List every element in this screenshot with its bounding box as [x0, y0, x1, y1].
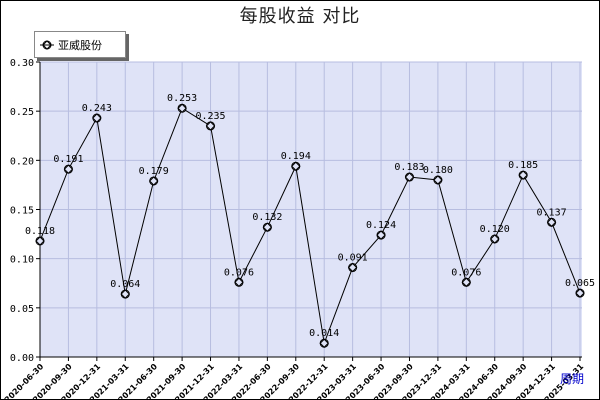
data-point-marker: [404, 172, 415, 182]
data-point-diamond: [575, 288, 585, 298]
y-tick-label: 0.10: [10, 255, 34, 266]
data-label: 0.124: [366, 220, 396, 231]
data-point-circle: [63, 164, 73, 174]
data-point-marker: [177, 103, 187, 113]
data-label: 0.064: [110, 279, 140, 290]
data-point-marker: [120, 289, 130, 299]
data-point-circle: [575, 288, 585, 298]
data-point-diamond: [120, 289, 130, 299]
y-tick-label: 0.00: [10, 353, 34, 364]
data-point-marker: [461, 277, 472, 287]
data-point-circle: [461, 277, 471, 287]
data-label: 0.118: [25, 226, 55, 237]
data-point-diamond: [433, 175, 443, 185]
data-label: 0.185: [508, 160, 538, 171]
data-point-diamond: [546, 217, 557, 227]
data-label: 0.180: [423, 165, 453, 176]
data-label: 0.191: [53, 154, 83, 165]
data-point-circle: [291, 161, 301, 171]
y-tick-label: 0.20: [10, 156, 34, 167]
data-point-marker: [575, 288, 585, 298]
data-label: 0.091: [338, 253, 368, 264]
data-label: 0.253: [167, 93, 197, 104]
data-point-diamond: [518, 170, 528, 180]
data-point-marker: [262, 222, 273, 232]
data-point-circle: [262, 222, 272, 232]
data-point-diamond: [205, 121, 216, 131]
data-point-marker: [291, 161, 301, 171]
data-label: 0.243: [82, 103, 112, 114]
data-point-marker: [148, 176, 159, 186]
grid-lines: [39, 61, 582, 358]
data-point-circle: [433, 175, 443, 185]
period-link[interactable]: 周期: [559, 372, 584, 386]
data-points: [35, 103, 585, 348]
data-point-circle: [177, 103, 187, 113]
data-point-circle: [234, 277, 244, 287]
y-tick-label: 0.05: [10, 304, 34, 315]
data-point-marker: [319, 338, 329, 348]
data-point-circle: [319, 338, 329, 348]
data-point-marker: [376, 230, 386, 240]
data-point-diamond: [262, 222, 273, 232]
data-label: 0.183: [394, 162, 424, 173]
data-point-circle: [149, 176, 159, 186]
data-label: 0.194: [281, 151, 311, 162]
data-point-marker: [518, 170, 528, 180]
data-label: 0.065: [565, 278, 595, 289]
data-label: 0.132: [252, 212, 282, 223]
data-point-circle: [348, 263, 358, 273]
data-point-diamond: [35, 236, 45, 246]
data-point-diamond: [291, 161, 301, 171]
data-point-diamond: [63, 164, 74, 174]
data-label: 0.120: [480, 224, 510, 235]
data-label: 0.014: [309, 328, 339, 339]
data-point-circle: [404, 172, 414, 182]
legend-series-name: 亚威股份: [58, 38, 102, 52]
data-label: 0.137: [537, 207, 567, 218]
data-point-diamond: [148, 176, 159, 186]
data-point-circle: [92, 113, 102, 123]
y-tick-label: 0.25: [10, 107, 34, 118]
data-label: 0.179: [139, 166, 169, 177]
data-point-marker: [63, 164, 74, 174]
x-axis-ticks: 2020-06-302020-09-302020-12-312021-03-31…: [3, 357, 586, 400]
data-label: 0.235: [195, 111, 225, 122]
data-point-circle: [490, 234, 500, 244]
data-point-circle: [376, 230, 386, 240]
data-point-marker: [205, 121, 216, 131]
data-point-diamond: [461, 277, 472, 287]
data-point-diamond: [404, 172, 415, 182]
data-label: 0.076: [451, 267, 481, 278]
data-point-diamond: [92, 113, 102, 123]
y-tick-label: 0.15: [10, 206, 34, 217]
data-point-diamond: [234, 277, 244, 287]
data-point-circle: [518, 170, 528, 180]
data-point-marker: [490, 234, 500, 244]
y-tick-label: 0.30: [10, 58, 34, 69]
data-point-marker: [35, 236, 45, 246]
data-point-circle: [206, 121, 216, 131]
data-point-circle: [35, 236, 45, 246]
data-point-circle: [547, 217, 557, 227]
data-labels: 0.118 0.191 0.243 0.064 0.179 0.253 0.235 0.076…: [25, 93, 595, 339]
data-point-diamond: [376, 230, 386, 240]
data-label: 0.076: [224, 267, 254, 278]
data-point-diamond: [319, 338, 329, 348]
chart-title: 每股收益 对比: [239, 6, 361, 27]
legend: 亚威股份: [34, 31, 126, 58]
data-point-diamond: [177, 103, 187, 113]
data-point-marker: [347, 262, 358, 273]
data-point-marker: [546, 217, 557, 227]
y-axis-ticks: 0.00 0.05 0.10 0.15 0.20 0.25 0.30: [10, 58, 40, 364]
data-point-marker: [234, 277, 244, 287]
data-point-diamond: [490, 234, 500, 244]
data-point-diamond: [347, 262, 358, 273]
series-line: [39, 107, 581, 346]
diamond-circle-marker-icon: [40, 39, 54, 50]
data-point-circle: [120, 289, 130, 299]
data-point-marker: [433, 175, 443, 185]
data-point-marker: [92, 113, 102, 123]
